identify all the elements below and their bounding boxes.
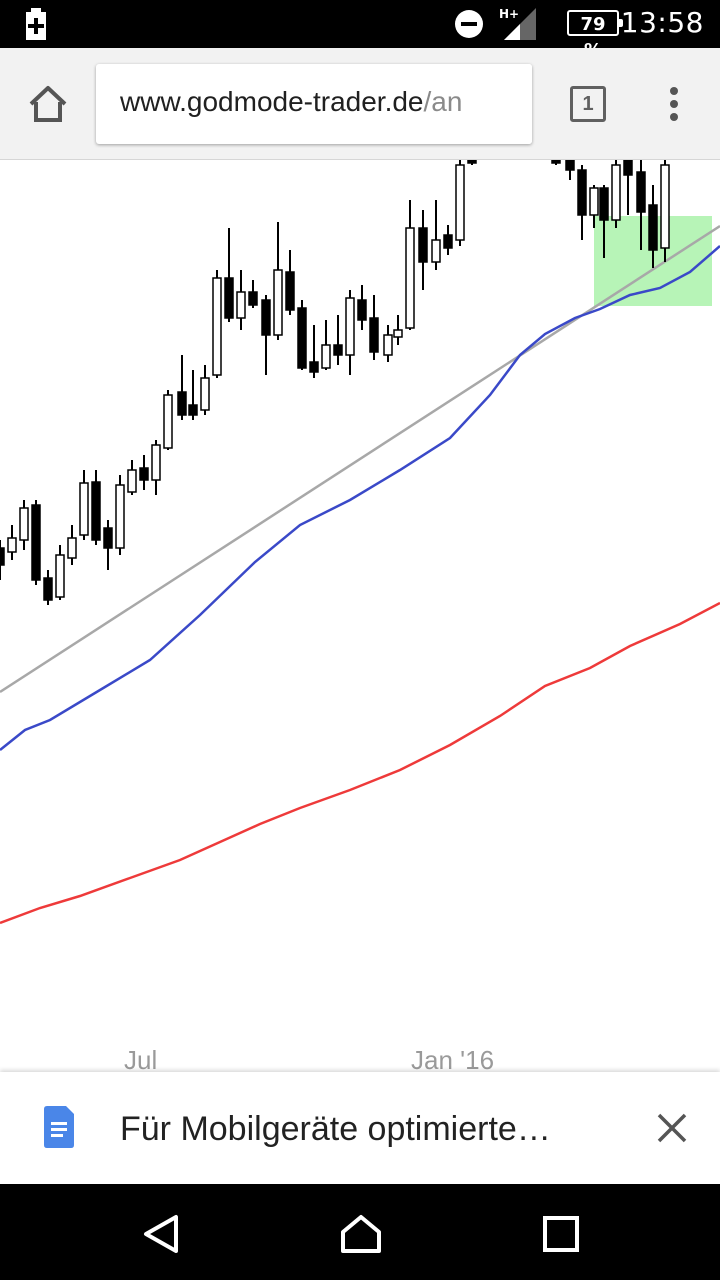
candle-body (577, 169, 587, 216)
candle-body (115, 484, 125, 549)
candle-body (623, 160, 633, 176)
candle-body (589, 187, 599, 216)
candle-body (177, 391, 187, 416)
candle-body (67, 537, 77, 559)
candle-body (285, 271, 295, 311)
candle-body (200, 377, 210, 411)
url-text[interactable]: www.godmode-trader.de/an (120, 86, 462, 118)
moving-average-1-line (0, 245, 720, 751)
candle-body (236, 291, 246, 319)
status-bar: H+ 79 % 13:58 (0, 0, 720, 61)
candle-body (103, 527, 113, 549)
chart-canvas (0, 160, 720, 925)
candle-body (261, 299, 271, 336)
candle-body (611, 164, 621, 221)
close-icon[interactable] (656, 1112, 688, 1148)
candle-body (273, 269, 283, 336)
back-icon[interactable] (142, 1214, 180, 1258)
infobar-message[interactable]: Für Mobilgeräte optimierte… (120, 1110, 551, 1148)
battery-saver-icon (24, 8, 48, 44)
candle-body (443, 234, 453, 249)
candle-body (7, 537, 17, 553)
candle-body (55, 554, 65, 598)
candle-body (455, 164, 465, 241)
url-path: /an (423, 86, 463, 117)
candle-body (648, 204, 658, 251)
document-icon (44, 1106, 76, 1152)
candle-body (467, 160, 477, 164)
x-tick-label: Jul (124, 1045, 158, 1072)
candle-body (43, 577, 53, 601)
x-tick-label: Jan '16 (411, 1045, 495, 1072)
candle-body (393, 329, 403, 338)
home-icon[interactable] (26, 82, 70, 130)
candle-body (418, 227, 428, 263)
candle-body (91, 481, 101, 541)
system-navigation-bar (0, 1184, 720, 1280)
candle-body (31, 504, 41, 581)
candle-body (248, 291, 258, 306)
candlestick-series (0, 160, 670, 605)
mobile-optimized-infobar[interactable]: Für Mobilgeräte optimierte… (0, 1072, 720, 1184)
battery-level: 79 % (567, 10, 623, 61)
candle-body (19, 507, 29, 541)
moving-average-2-line (0, 601, 720, 925)
trendline (0, 224, 720, 694)
clock: 13:58 (620, 6, 704, 39)
candle-body (79, 482, 89, 536)
do-not-disturb-icon (454, 9, 484, 43)
candle-body (333, 344, 343, 356)
candle-body (431, 239, 441, 263)
signal-icon: H+ (498, 6, 538, 46)
candle-body (383, 334, 393, 356)
candle-body (345, 297, 355, 356)
candle-body (297, 307, 307, 369)
candle-body (224, 277, 234, 319)
candle-body (127, 469, 137, 493)
candle-body (139, 467, 149, 481)
candle-body (369, 317, 379, 353)
home-nav-icon[interactable] (340, 1214, 382, 1258)
stock-chart: Jul Jan '16 (0, 160, 720, 1072)
candle-body (660, 164, 670, 249)
network-type-label: H+ (499, 7, 519, 21)
browser-toolbar: www.godmode-trader.de/an 1 (0, 48, 720, 160)
url-domain: www.godmode-trader.de (120, 86, 424, 117)
candle-body (599, 187, 609, 221)
candle-body (309, 361, 319, 373)
candle-body (212, 277, 222, 376)
candle-body (565, 160, 575, 171)
candle-body (188, 404, 198, 416)
candle-body (151, 444, 161, 481)
candle-body (0, 547, 5, 566)
candle-body (321, 344, 331, 369)
address-bar[interactable]: www.godmode-trader.de/an (96, 64, 532, 144)
candle-body (405, 227, 415, 329)
candle-body (163, 394, 173, 449)
candle-body (636, 171, 646, 213)
candle-body (357, 299, 367, 321)
candle-body (551, 160, 561, 164)
recents-icon[interactable] (543, 1216, 579, 1256)
tab-switcher-button[interactable]: 1 (570, 86, 606, 122)
more-vert-icon[interactable] (666, 86, 682, 126)
